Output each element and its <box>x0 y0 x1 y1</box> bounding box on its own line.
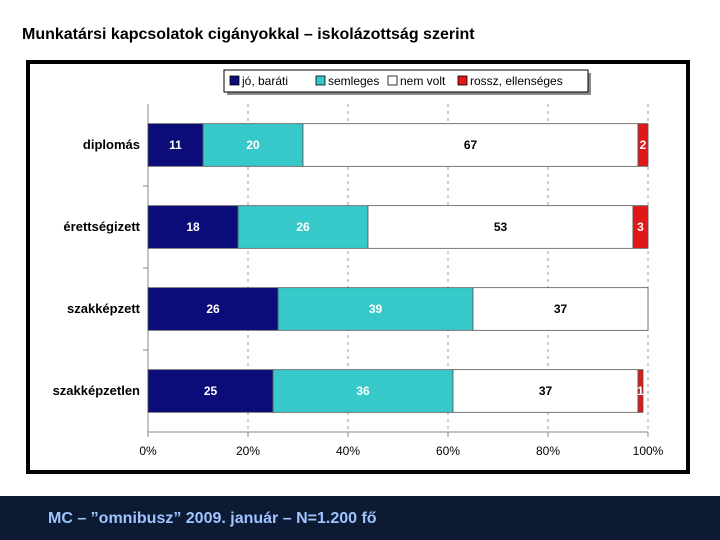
data-label: 37 <box>539 384 553 398</box>
legend-swatch <box>457 75 468 86</box>
legend-swatch <box>315 75 326 86</box>
stacked-bar-chart: 0% 20% 40% 60% 80% 100% diplomás 11 20 67 2 éretts… <box>53 69 664 458</box>
bar-segment <box>302 123 639 167</box>
bar-segment <box>637 369 644 413</box>
data-label: 18 <box>186 220 200 234</box>
legend-label: semleges <box>328 74 379 88</box>
category-label: diplomás <box>83 137 140 152</box>
data-label: 11 <box>169 138 182 152</box>
data-label: 36 <box>356 384 370 398</box>
bar-segment <box>237 205 369 249</box>
x-tick-label: 20% <box>236 444 260 458</box>
data-label: 1 <box>637 384 644 398</box>
bars <box>147 123 649 413</box>
category-label: érettségizett <box>63 219 140 234</box>
data-label: 67 <box>464 138 478 152</box>
x-tick-label: 100% <box>633 444 664 458</box>
legend-label: rossz, ellenséges <box>470 74 563 88</box>
data-label: 53 <box>494 220 508 234</box>
data-labels: diplomás 11 20 67 2 érettségizett 18 26 53 3 szakk… <box>53 137 647 398</box>
legend-label: jó, baráti <box>241 74 288 88</box>
bar-segment <box>272 369 454 413</box>
bar-segment <box>147 123 204 167</box>
data-label: 25 <box>204 384 218 398</box>
category-label: szakképzett <box>67 301 141 316</box>
chart-frame: 0% 20% 40% 60% 80% 100% diplomás 11 20 67 2 éretts… <box>26 60 690 474</box>
category-label: szakképzetlen <box>53 383 140 398</box>
data-label: 26 <box>296 220 310 234</box>
x-tick-label: 0% <box>139 444 157 458</box>
data-label: 20 <box>246 138 260 152</box>
data-label: 39 <box>369 302 383 316</box>
bar-segment <box>632 205 649 249</box>
data-label: 3 <box>637 220 644 234</box>
axes: 0% 20% 40% 60% 80% 100% <box>139 104 664 458</box>
bar-segment <box>452 369 639 413</box>
x-tick-label: 80% <box>536 444 560 458</box>
legend-swatch <box>229 75 240 86</box>
x-tick-label: 40% <box>336 444 360 458</box>
bar-segment <box>472 287 649 331</box>
bar-segment <box>637 123 649 167</box>
legend-swatch <box>387 75 398 86</box>
data-label: 37 <box>554 302 568 316</box>
data-label: 2 <box>640 138 647 152</box>
legend-box <box>223 69 589 93</box>
legend: jó, baráti semleges nem volt rossz, ellensé… <box>223 69 591 95</box>
bar-segment <box>277 287 474 331</box>
legend-label: nem volt <box>400 74 446 88</box>
footer-source: MC – ”omnibusz” 2009. január – N=1.200 f… <box>48 510 377 527</box>
x-tick-label: 60% <box>436 444 460 458</box>
data-label: 26 <box>206 302 220 316</box>
bar-segment <box>147 287 279 331</box>
page-title: Munkatársi kapcsolatok cigányokkal – isk… <box>22 26 475 43</box>
bar-segment <box>147 369 274 413</box>
footer-bar: MC – ”omnibusz” 2009. január – N=1.200 f… <box>0 496 720 540</box>
